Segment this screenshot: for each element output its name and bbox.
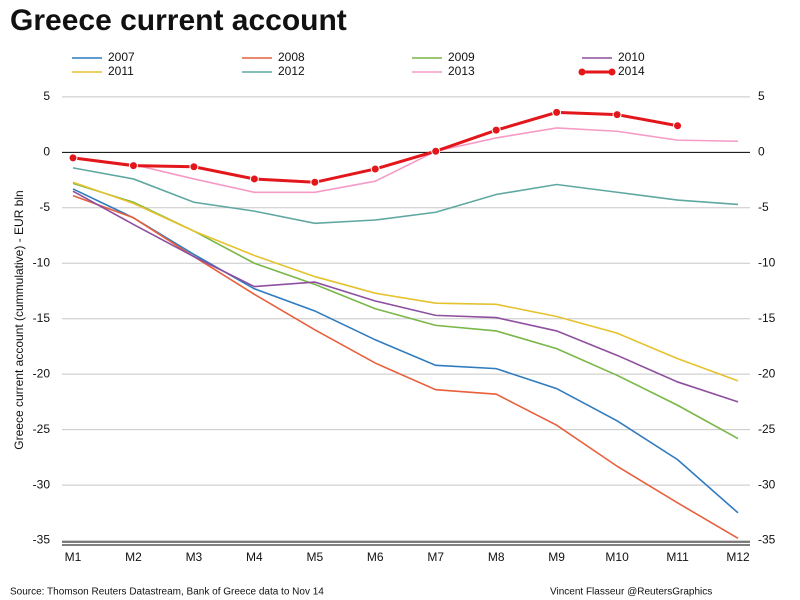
legend-marker [608,68,616,76]
x-tick-label: M11 [666,550,689,564]
y2-tick-label: -10 [758,255,776,269]
source: Source: Thomson Reuters Datastream, Bank… [10,587,324,598]
x-tick-label: M5 [306,550,323,564]
y-tick-label: -5 [39,200,50,214]
y-tick-label: -15 [33,311,51,325]
legend-label: 2008 [278,50,305,64]
x-tick-label: M1 [65,550,82,564]
series-line [72,190,739,403]
legend-label: 2009 [448,50,475,64]
point-marker [370,164,380,174]
y-axis-label: Greece current account (cummulative) - E… [12,190,26,449]
legend-marker [578,68,586,76]
x-tick-label: M7 [427,550,444,564]
point-marker [249,174,259,184]
legend-label: 2013 [448,64,475,78]
x-tick-label: M8 [488,550,505,564]
y-tick-label: -25 [33,422,51,436]
point-marker [189,162,199,172]
y-tick-label: -35 [33,533,51,547]
legend-label: 2011 [108,64,134,78]
point-marker [491,125,501,135]
y2-tick-label: -30 [758,477,776,491]
x-tick-label: M6 [367,550,384,564]
x-tick-label: M9 [548,550,565,564]
series-line [72,167,739,225]
x-tick-label: M12 [726,550,750,564]
y2-tick-label: -20 [758,366,776,380]
y-tick-label: -10 [33,255,51,269]
point-marker [552,107,562,117]
legend-label: 2012 [278,64,305,78]
point-marker [310,177,320,187]
x-tick-label: M4 [246,550,263,564]
x-tick-label: M2 [125,550,142,564]
point-marker [431,146,441,156]
y-tick-label: -30 [33,477,51,491]
x-tick-label: M3 [186,550,203,564]
y-tick-label: -20 [33,366,51,380]
y2-tick-label: 0 [758,145,765,159]
series-line [72,194,739,540]
y-tick-label: 5 [43,89,50,103]
credit: Vincent Flasseur @ReutersGraphics [550,587,712,598]
point-marker [673,121,683,131]
point-marker [128,161,138,171]
y-tick-label: 0 [43,145,50,159]
point-marker [68,153,78,163]
x-tick-label: M10 [605,550,629,564]
legend-label: 2014 [618,64,645,78]
legend-label: 2010 [618,50,645,64]
chart-title: Greece current account [10,4,347,37]
y2-tick-label: -15 [758,311,776,325]
y2-tick-label: -35 [758,533,776,547]
y2-tick-label: -5 [758,200,769,214]
y2-tick-label: -25 [758,422,776,436]
y2-tick-label: 5 [758,89,765,103]
legend-label: 2007 [108,50,135,64]
series-line [72,127,739,194]
series-line [72,188,739,514]
series-line [72,181,739,382]
point-marker [612,110,622,120]
